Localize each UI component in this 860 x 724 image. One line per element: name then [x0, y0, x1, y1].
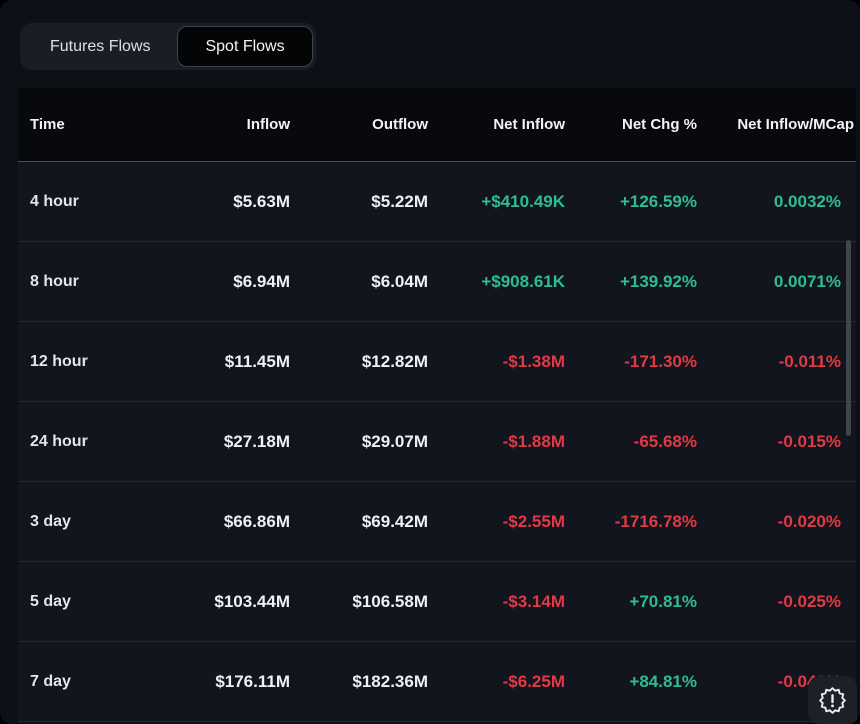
tab-futures-flows[interactable]: Futures Flows: [23, 26, 177, 67]
cell-net-inflow-mcap: -0.011%: [778, 351, 841, 371]
cell-net-inflow-mcap: -0.020%: [777, 511, 841, 531]
cell-net-inflow: +$908.61K: [481, 271, 565, 291]
header-cell-inflow: Inflow: [246, 116, 290, 133]
cell-net-inflow: -$2.55M: [502, 511, 565, 531]
cell-net-inflow: -$3.14M: [502, 591, 565, 611]
cell-inflow: $103.44M: [214, 591, 290, 611]
cell-net-chg: -1716.78%: [614, 511, 697, 531]
tab-spot-flows[interactable]: Spot Flows: [177, 26, 313, 67]
table-row: 4 hour $5.63M $5.22M +$410.49K +126.59% …: [18, 162, 856, 242]
table-row: 8 hour $6.94M $6.04M +$908.61K +139.92% …: [18, 242, 856, 322]
cell-outflow: $6.04M: [371, 271, 428, 291]
header-cell-outflow: Outflow: [372, 116, 428, 133]
cell-inflow: $66.86M: [223, 511, 290, 531]
cell-time: 8 hour: [30, 272, 79, 290]
cell-net-chg: +139.92%: [619, 271, 697, 291]
table-row: 24 hour $27.18M $29.07M -$1.88M -65.68% …: [18, 402, 856, 482]
alert-badge-icon: [819, 686, 846, 714]
cell-net-chg: +84.81%: [629, 671, 697, 691]
cell-outflow: $106.58M: [352, 591, 428, 611]
cell-net-inflow-mcap: 0.0071%: [773, 271, 841, 291]
cell-outflow: $12.82M: [361, 351, 428, 371]
cell-time: 3 day: [30, 512, 71, 530]
table-row: 5 day $103.44M $106.58M -$3.14M +70.81% …: [18, 562, 856, 642]
cell-time: 4 hour: [30, 192, 79, 210]
header-cell-net-inflow: Net Inflow: [493, 116, 565, 133]
cell-net-inflow: +$410.49K: [481, 191, 565, 211]
cell-net-inflow: -$1.88M: [502, 431, 565, 451]
cell-time: 7 day: [30, 672, 71, 690]
cell-net-inflow-mcap: -0.025%: [777, 591, 841, 611]
cell-inflow: $5.63M: [233, 191, 290, 211]
cell-net-chg: +70.81%: [629, 591, 697, 611]
cell-net-inflow-mcap: -0.015%: [777, 431, 841, 451]
cell-net-chg: -65.68%: [633, 431, 697, 451]
alert-button[interactable]: [808, 676, 857, 724]
cell-net-inflow: -$6.25M: [502, 671, 565, 691]
table-header: Time Inflow Outflow Net Inflow Net Chg %…: [18, 88, 856, 162]
cell-time: 12 hour: [30, 352, 88, 370]
cell-outflow: $69.42M: [361, 511, 428, 531]
table-row: 3 day $66.86M $69.42M -$2.55M -1716.78% …: [18, 482, 856, 562]
table-row: 7 day $176.11M $182.36M -$6.25M +84.81% …: [18, 642, 856, 722]
cell-inflow: $176.11M: [215, 671, 290, 691]
cell-time: 24 hour: [30, 432, 88, 450]
cell-outflow: $182.36M: [352, 671, 428, 691]
cell-time: 5 day: [30, 592, 71, 610]
cell-net-chg: -171.30%: [624, 351, 697, 371]
cell-outflow: $29.07M: [361, 431, 428, 451]
header-cell-net-chg: Net Chg %: [622, 116, 697, 133]
cell-inflow: $27.18M: [223, 431, 290, 451]
scrollbar-thumb[interactable]: [846, 240, 851, 436]
cell-inflow: $6.94M: [233, 271, 290, 291]
header-cell-time: Time: [30, 116, 65, 133]
cell-outflow: $5.22M: [371, 191, 428, 211]
header-cell-net-inflow-mcap: Net Inflow/MCap: [737, 116, 854, 133]
flows-table: Time Inflow Outflow Net Inflow Net Chg %…: [18, 88, 856, 724]
table-body: 4 hour $5.63M $5.22M +$410.49K +126.59% …: [18, 162, 856, 722]
table-row: 12 hour $11.45M $12.82M -$1.38M -171.30%…: [18, 322, 856, 402]
cell-net-inflow-mcap: 0.0032%: [773, 191, 841, 211]
flows-tab-group: Futures Flows Spot Flows: [20, 23, 316, 70]
cell-net-inflow: -$1.38M: [502, 351, 565, 371]
cell-inflow: $11.45M: [224, 351, 290, 371]
cell-net-chg: +126.59%: [619, 191, 697, 211]
